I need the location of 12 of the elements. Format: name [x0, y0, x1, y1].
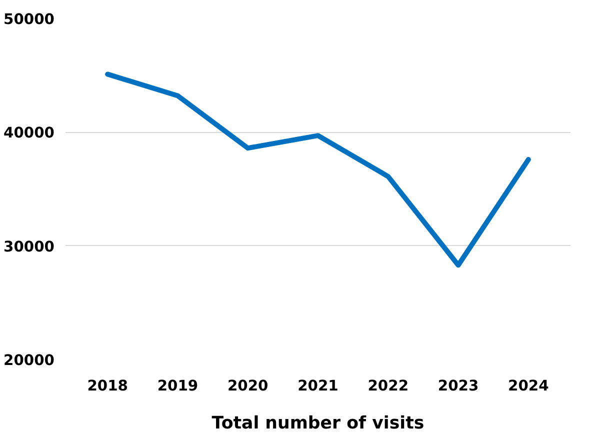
y-tick-label: 40000	[4, 124, 55, 142]
x-tick-label: 2021	[298, 378, 338, 394]
x-tick-label: 2020	[227, 378, 268, 394]
y-tick-label: 50000	[4, 11, 55, 28]
y-tick-label: 20000	[4, 352, 55, 369]
x-tick-label: 2022	[368, 378, 409, 394]
y-tick-label: 30000	[4, 238, 55, 256]
x-tick-label: 2019	[157, 378, 198, 394]
x-tick-label: 2024	[508, 378, 549, 394]
x-tick-label: 2018	[87, 378, 128, 394]
x-tick-label: 2023	[438, 378, 479, 394]
x-axis-title: Total number of visits	[212, 414, 424, 434]
